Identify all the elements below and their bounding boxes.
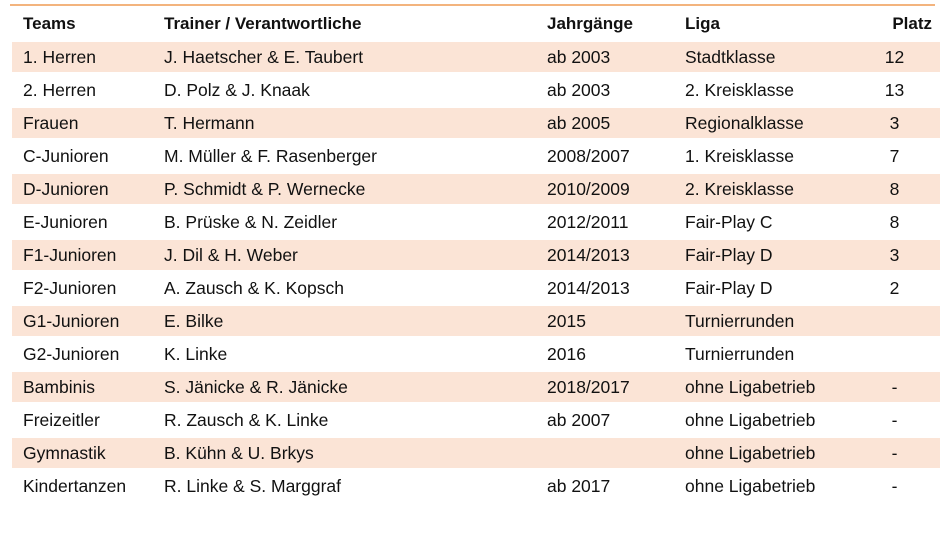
cell-team: Freizeitler [23, 409, 100, 430]
cell-liga: 2. Kreisklasse [674, 174, 849, 204]
header-trainer: Trainer / Verantwortliche [164, 14, 362, 33]
cell-trainer: D. Polz & J. Knaak [164, 79, 310, 100]
cell-liga: Stadtklasse [674, 42, 849, 72]
cell-trainer: K. Linke [164, 343, 228, 364]
cell-trainer: B. Kühn & U. Brkys [153, 438, 536, 468]
cell-trainer: B. Prüske & N. Zeidler [164, 211, 338, 232]
cell-platz: - [891, 475, 898, 496]
table-row: 2. Herren D. Polz & J. Knaak ab 2003 2. Kre… [12, 75, 940, 105]
cell-platz: - [849, 372, 940, 402]
cell-liga: 2. Kreisklasse [685, 79, 794, 100]
cell-trainer: S. Jänicke & R. Jänicke [153, 372, 536, 402]
cell-platz [849, 339, 940, 369]
cell-trainer: M. Müller & F. Rasenberger [164, 145, 377, 166]
cell-platz: - [849, 438, 940, 468]
cell-team: 2. Herren [23, 79, 96, 100]
cell-team: F2-Junioren [23, 277, 117, 298]
cell-trainer: J. Haetscher & E. Taubert [153, 42, 536, 72]
table-row: C-Junioren M. Müller & F. Rasenberger 2008… [12, 141, 940, 171]
cell-trainer: J. Dil & H. Weber [153, 240, 536, 270]
cell-platz: 2 [889, 277, 900, 298]
cell-liga: Turnierrunden [685, 343, 795, 364]
header-platz: Platz [892, 14, 932, 33]
cell-jahrgaenge: 2014/2013 [547, 277, 630, 298]
cell-team: C-Junioren [23, 145, 109, 166]
table-row: F1-Junioren J. Dil & H. Weber 2014/2013 Fai… [12, 240, 940, 270]
cell-liga: Turnierrunden [674, 306, 849, 336]
cell-platz: 3 [849, 108, 940, 138]
cell-trainer: R. Linke & S. Marggraf [164, 475, 342, 496]
cell-jahrgaenge: 2018/2017 [536, 372, 674, 402]
cell-team: 1. Herren [12, 42, 153, 72]
cell-trainer: E. Bilke [153, 306, 536, 336]
header-row: Teams Trainer / Verantwortliche Jahrgäng… [12, 9, 940, 39]
cell-team: G2-Junioren [23, 343, 120, 364]
cell-jahrgaenge: 2016 [547, 343, 586, 364]
cell-team: F1-Junioren [12, 240, 153, 270]
cell-platz: 13 [884, 79, 905, 100]
table-row: G2-Junioren K. Linke 2016 Turnierrunden [12, 339, 940, 369]
cell-jahrgaenge: 2014/2013 [536, 240, 674, 270]
header-liga: Liga [685, 14, 720, 33]
table-row: Bambinis S. Jänicke & R. Jänicke 2018/2017… [12, 372, 940, 402]
cell-liga: ohne Ligabetrieb [685, 409, 816, 430]
cell-jahrgaenge: 2015 [536, 306, 674, 336]
cell-team: Frauen [12, 108, 153, 138]
cell-jahrgaenge: ab 2017 [547, 475, 611, 496]
table-row: Freizeitler R. Zausch & K. Linke ab 2007 oh… [12, 405, 940, 435]
cell-liga: Fair-Play D [685, 277, 773, 298]
header-teams: Teams [23, 14, 76, 33]
table-row: G1-Junioren E. Bilke 2015 Turnierrunden [12, 306, 940, 336]
cell-jahrgaenge: ab 2005 [536, 108, 674, 138]
cell-platz: 8 [849, 174, 940, 204]
cell-trainer: T. Hermann [153, 108, 536, 138]
cell-platz: 3 [849, 240, 940, 270]
table-row: Gymnastik B. Kühn & U. Brkys ohne Ligabetr… [12, 438, 940, 468]
teams-table: Teams Trainer / Verantwortliche Jahrgäng… [12, 6, 940, 504]
cell-liga: 1. Kreisklasse [685, 145, 794, 166]
cell-team: Gymnastik [12, 438, 153, 468]
table-row: D-Junioren P. Schmidt & P. Wernecke 2010/2… [12, 174, 940, 204]
table-row: Frauen T. Hermann ab 2005 Regionalklasse 3 [12, 108, 940, 138]
cell-liga: ohne Ligabetrieb [685, 475, 816, 496]
cell-liga: Fair-Play C [685, 211, 773, 232]
cell-jahrgaenge [536, 438, 674, 468]
cell-jahrgaenge: 2008/2007 [547, 145, 630, 166]
cell-team: E-Junioren [23, 211, 108, 232]
top-rule [10, 4, 935, 6]
table-body: 1. Herren J. Haetscher & E. Taubert ab 200… [12, 42, 940, 501]
cell-platz: 7 [889, 145, 900, 166]
cell-team: Kindertanzen [23, 475, 127, 496]
cell-team: G1-Junioren [12, 306, 153, 336]
cell-jahrgaenge: ab 2007 [547, 409, 611, 430]
cell-platz [849, 306, 940, 336]
cell-jahrgaenge: ab 2003 [536, 42, 674, 72]
cell-team: D-Junioren [12, 174, 153, 204]
cell-liga: ohne Ligabetrieb [674, 372, 849, 402]
cell-platz: 12 [849, 42, 940, 72]
cell-liga: Regionalklasse [674, 108, 849, 138]
table-row: E-Junioren B. Prüske & N. Zeidler 2012/201… [12, 207, 940, 237]
cell-trainer: R. Zausch & K. Linke [164, 409, 329, 430]
cell-jahrgaenge: ab 2003 [547, 79, 611, 100]
cell-team: Bambinis [12, 372, 153, 402]
cell-platz: 8 [889, 211, 900, 232]
cell-trainer: A. Zausch & K. Kopsch [164, 277, 344, 298]
table-row: 1. Herren J. Haetscher & E. Taubert ab 200… [12, 42, 940, 72]
cell-platz: - [891, 409, 898, 430]
cell-jahrgaenge: 2010/2009 [536, 174, 674, 204]
header-jahrgaenge: Jahrgänge [547, 14, 633, 33]
table-row: Kindertanzen R. Linke & S. Marggraf ab 201… [12, 471, 940, 501]
cell-liga: ohne Ligabetrieb [674, 438, 849, 468]
cell-liga: Fair-Play D [674, 240, 849, 270]
cell-jahrgaenge: 2012/2011 [547, 211, 629, 232]
table-row: F2-Junioren A. Zausch & K. Kopsch 2014/201… [12, 273, 940, 303]
cell-trainer: P. Schmidt & P. Wernecke [153, 174, 536, 204]
table-header: Teams Trainer / Verantwortliche Jahrgäng… [12, 9, 940, 39]
